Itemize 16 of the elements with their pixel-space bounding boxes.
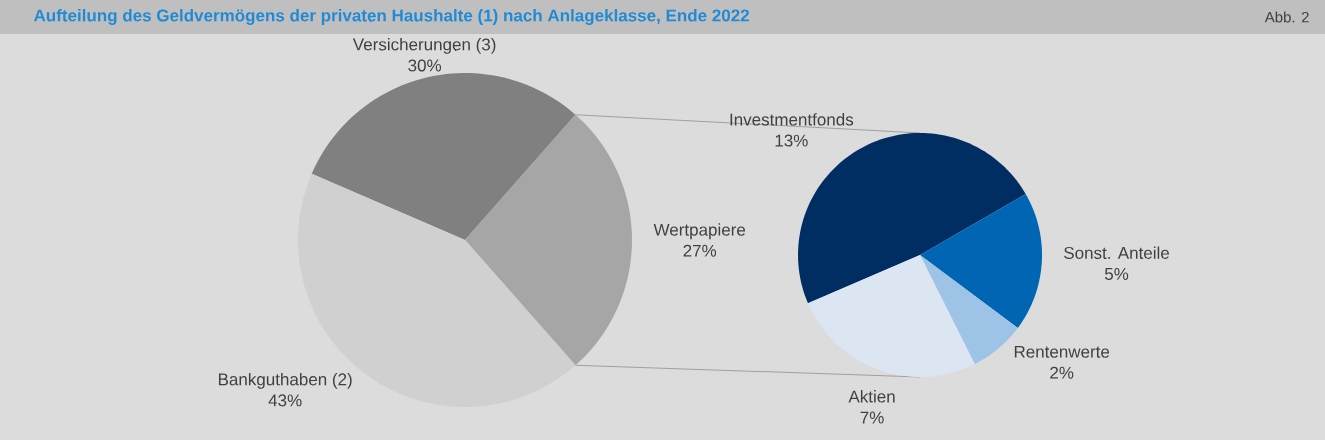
data-label: 30% [408, 59, 442, 72]
data-label: 13% [775, 134, 808, 147]
slice-label: Sonst. Anteile [1064, 246, 1170, 259]
slice-label: Versicherungen (3) [352, 37, 496, 54]
chart-title: Aufteilung des Geldvermögens der privaten Haushalte (1) nach Anlageklasse, Ende 2022 [33, 9, 749, 25]
data-label: 7% [860, 411, 884, 424]
slice-label: Investmentfonds [730, 113, 854, 126]
slice-label: Wertpapiere [653, 223, 746, 240]
data-label: 2% [1050, 366, 1074, 379]
slice-label: Aktien [848, 390, 895, 403]
data-label: 5% [1104, 268, 1129, 280]
slice-label: Rentenwerte [1014, 345, 1110, 358]
slice-label: Bankguthaben (2) [218, 372, 352, 389]
data-label: 43% [268, 394, 302, 407]
data-label: 27% [683, 244, 717, 257]
caption: Abb. 2 [1264, 11, 1309, 23]
